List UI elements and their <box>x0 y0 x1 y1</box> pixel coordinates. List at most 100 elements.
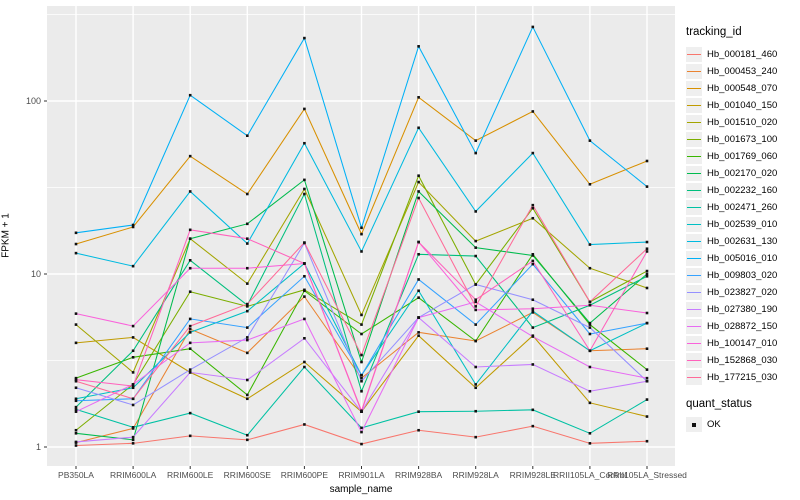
data-point <box>188 324 192 328</box>
legend-label: Hb_000181_460 <box>707 49 778 60</box>
data-point <box>188 317 192 321</box>
data-point <box>474 298 477 302</box>
data-point <box>74 251 78 255</box>
data-point <box>360 250 363 253</box>
legend-key-line <box>687 274 701 277</box>
data-point <box>246 266 249 270</box>
legend-label: Hb_005016_010 <box>707 253 778 264</box>
data-point <box>645 286 649 290</box>
data-point <box>588 389 592 393</box>
legend-entry: Hb_001040_150 <box>686 97 798 114</box>
data-point <box>531 326 535 329</box>
legend-key-line <box>687 121 701 124</box>
data-point <box>303 262 306 265</box>
data-point <box>188 331 192 334</box>
data-point <box>188 371 192 374</box>
data-point <box>588 300 592 304</box>
legend-label: Hb_177215_030 <box>707 372 778 383</box>
legend-label: Hb_028872_150 <box>707 321 778 332</box>
data-point <box>246 237 249 240</box>
legend-key-icon <box>686 166 702 181</box>
data-point <box>360 232 363 236</box>
legend-entry: Hb_001769_060 <box>686 148 798 165</box>
data-point <box>303 274 306 278</box>
legend-entries: Hb_000181_460 Hb_000453_240 Hb_000548_070 H… <box>686 46 798 386</box>
y-axis-title: FPKM + 1 <box>0 213 12 258</box>
data-point <box>188 190 192 193</box>
data-point <box>131 425 135 429</box>
data-point <box>588 349 592 353</box>
data-point <box>588 303 592 307</box>
legend-key-icon <box>686 132 702 147</box>
legend-entry: Hb_027380_190 <box>686 301 798 318</box>
data-point <box>645 376 649 380</box>
legend-label: Hb_100147_010 <box>707 338 778 349</box>
legend-entry: Hb_000181_460 <box>686 46 798 63</box>
data-point <box>645 247 649 251</box>
data-point <box>246 222 249 226</box>
data-point <box>588 139 592 142</box>
data-point <box>474 339 477 343</box>
data-point <box>188 347 192 351</box>
data-point <box>474 435 477 439</box>
data-point <box>531 206 535 210</box>
legend-entry: Hb_100147_010 <box>686 335 798 352</box>
data-point <box>531 203 535 207</box>
data-point <box>474 409 477 413</box>
x-tick-label: RRIM600SE <box>224 470 272 480</box>
x-tick-label: RRIM600PE <box>281 470 329 480</box>
data-point <box>474 139 477 142</box>
legend-entry-quant-ok: OK <box>686 416 798 433</box>
data-point <box>474 386 477 390</box>
data-point <box>303 365 306 369</box>
legend-key-line <box>687 376 701 379</box>
legend-key-icon <box>686 251 702 266</box>
legend-label: Hb_152868_030 <box>707 355 778 366</box>
data-point <box>74 312 78 315</box>
data-point <box>131 383 135 386</box>
data-point <box>74 397 78 401</box>
data-point <box>360 373 363 377</box>
data-point <box>474 383 477 386</box>
legend-key-line <box>687 359 701 362</box>
data-point <box>131 225 135 229</box>
data-point <box>531 151 535 155</box>
data-point <box>531 298 535 302</box>
data-point <box>74 428 78 432</box>
legend-entry: Hb_000453_240 <box>686 63 798 80</box>
data-point <box>588 323 592 326</box>
data-point <box>531 25 535 29</box>
data-point <box>531 262 535 266</box>
data-point <box>645 274 649 278</box>
data-point <box>303 36 306 40</box>
legend-key-icon <box>686 98 702 113</box>
legend-key-icon <box>686 47 702 62</box>
data-point <box>131 223 135 227</box>
legend-label: Hb_023827_020 <box>707 287 778 298</box>
data-point <box>588 321 592 325</box>
legend-key-icon <box>686 217 702 232</box>
data-point <box>303 141 306 145</box>
data-point <box>531 408 535 412</box>
data-point <box>303 178 306 182</box>
legend-entry: Hb_002631_130 <box>686 233 798 250</box>
data-point <box>246 397 249 401</box>
data-point <box>188 341 192 345</box>
data-point <box>417 278 420 281</box>
legend-key-line <box>687 155 701 158</box>
data-point <box>360 313 363 317</box>
data-point <box>360 389 363 393</box>
data-point <box>131 435 135 439</box>
legend-key-icon <box>686 183 702 198</box>
legend-title-tracking-id: tracking_id <box>686 26 742 38</box>
data-point <box>588 243 592 246</box>
data-point <box>246 242 249 245</box>
legend-entry: Hb_000548_070 <box>686 80 798 97</box>
data-point <box>474 323 477 326</box>
data-point <box>417 45 420 48</box>
legend-key-line <box>687 223 701 226</box>
data-point <box>645 311 649 315</box>
data-point <box>188 154 192 158</box>
data-point <box>131 397 135 401</box>
data-point <box>645 185 649 188</box>
